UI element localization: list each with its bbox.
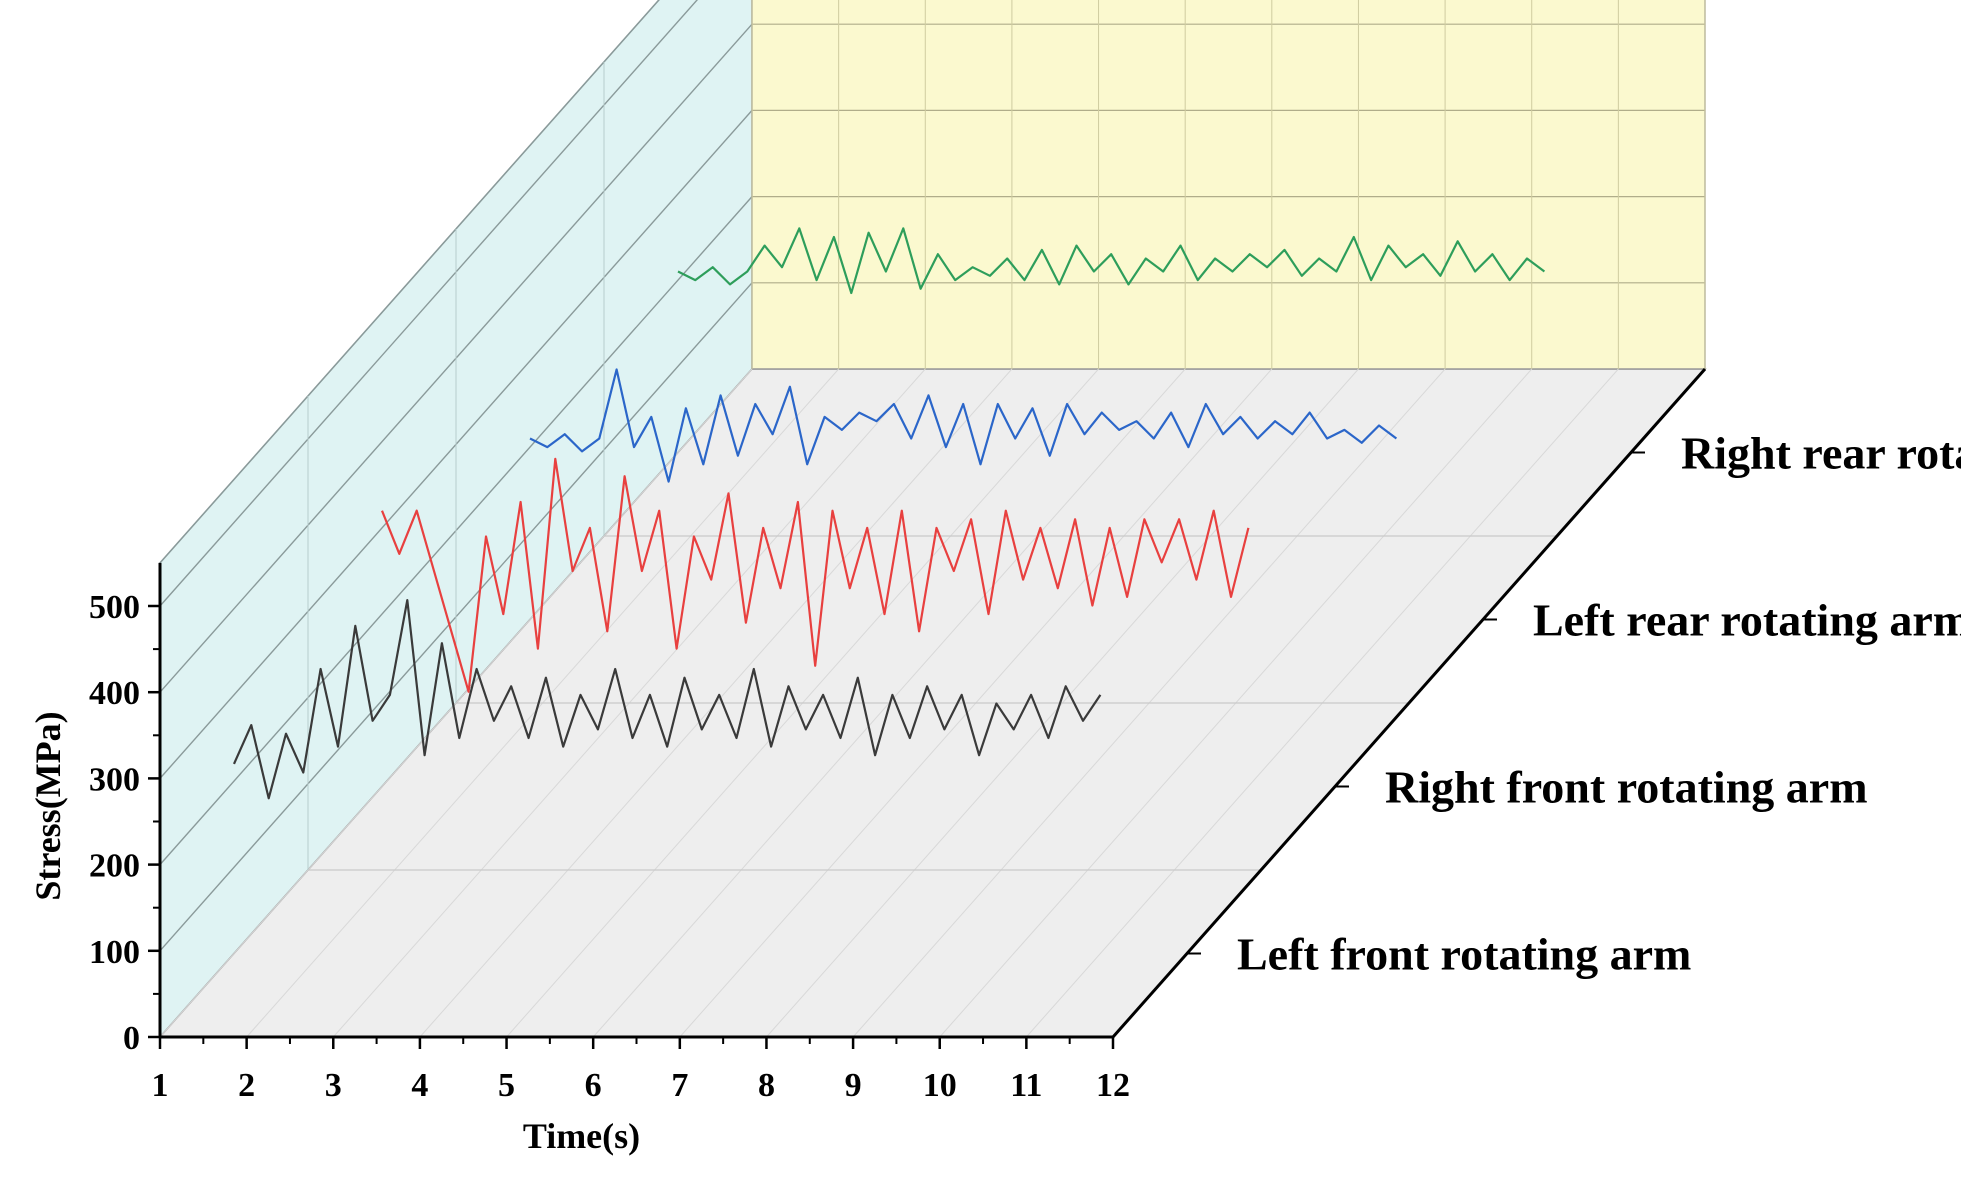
y-tick-label: 100 — [89, 934, 140, 971]
x-tick-label: 10 — [923, 1067, 957, 1104]
x-tick-label: 11 — [1010, 1067, 1042, 1104]
y-tick-label: 0 — [123, 1020, 140, 1057]
x-tick-label: 3 — [325, 1067, 342, 1104]
series-line — [677, 227, 1546, 295]
y-tick-label: 300 — [89, 761, 140, 798]
x-axis-title: Time(s) — [523, 1116, 640, 1156]
series-line — [380, 457, 1250, 693]
x-tick-label: 4 — [411, 1067, 428, 1104]
back-wall — [751, 0, 1706, 370]
x-tick-label: 12 — [1096, 1067, 1130, 1104]
series-label: Right rear rotating arm — [1681, 428, 1961, 479]
chart-series — [232, 227, 1546, 800]
y-tick-label: 200 — [89, 848, 140, 885]
series-line — [529, 368, 1398, 483]
chart-labels: Right rear rotating arm Left rear rotatin… — [28, 428, 1961, 1157]
x-tick-label: 1 — [152, 1067, 169, 1104]
x-tick-label: 9 — [845, 1067, 862, 1104]
x-tick-label: 2 — [238, 1067, 255, 1104]
chart-walls — [158, 0, 1707, 1039]
y-axis-title: Stress(MPa) — [28, 711, 68, 900]
depth-axis-line — [1111, 368, 1707, 1038]
x-tick-label: 5 — [498, 1067, 515, 1104]
x-tick-label: 8 — [758, 1067, 775, 1104]
x-tick-label: 6 — [585, 1067, 602, 1104]
series-label: Left front rotating arm — [1237, 929, 1691, 980]
x-tick-label: 7 — [671, 1067, 688, 1104]
series-label: Left rear rotating arm — [1533, 595, 1961, 646]
series-line — [232, 598, 1102, 800]
y-tick-label: 500 — [89, 589, 140, 626]
series-label: Right front rotating arm — [1385, 762, 1868, 813]
y-tick-label: 400 — [89, 675, 140, 712]
chart-axes — [148, 368, 1707, 1049]
